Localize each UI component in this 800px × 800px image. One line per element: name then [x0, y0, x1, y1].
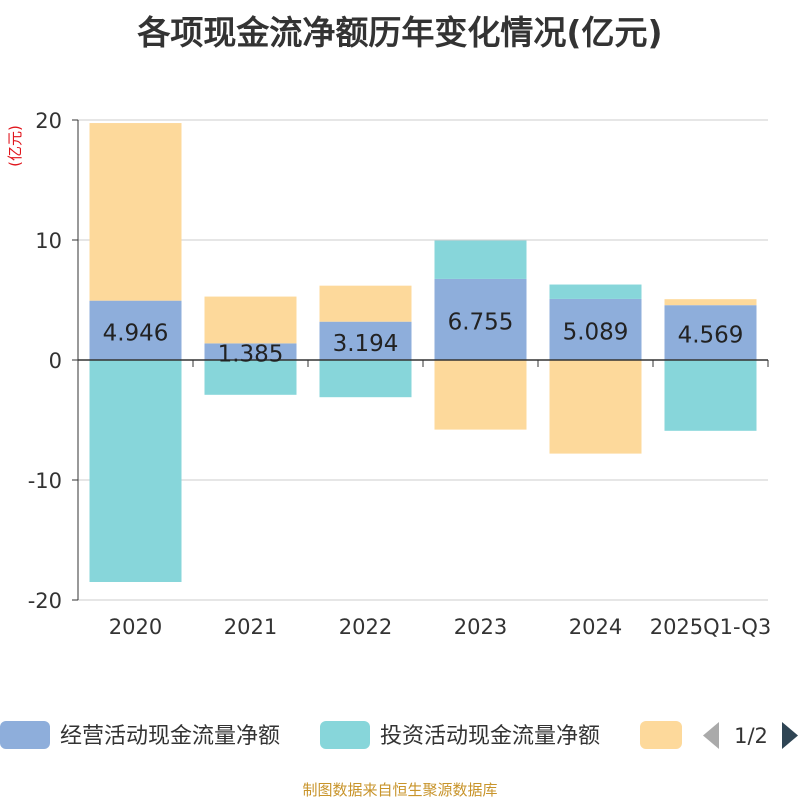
legend: 经营活动现金流量净额 投资活动现金流量净额 1/2: [0, 721, 798, 749]
data-label-operating-2023: 6.755: [448, 309, 514, 335]
legend-item-investing[interactable]: 投资活动现金流量净额: [320, 721, 600, 749]
bar-operating-2021[interactable]: [204, 343, 297, 360]
legend-swatch-investing: [320, 721, 370, 749]
bar-financing-2023[interactable]: [434, 360, 527, 430]
data-source-footer: 制图数据来自恒生聚源数据库: [302, 781, 498, 799]
bar-investing-2025Q1-Q3[interactable]: [664, 360, 757, 431]
bar-financing-2022[interactable]: [319, 285, 412, 322]
bar-financing-2024[interactable]: [549, 360, 642, 454]
y-tick-label: 0: [49, 349, 62, 373]
bar-operating-2025Q1-Q3[interactable]: [664, 305, 757, 360]
y-tick-label: 20: [35, 109, 62, 133]
x-tick-label: 2020: [109, 615, 162, 639]
legend-label-operating: 经营活动现金流量净额: [60, 724, 280, 749]
legend-item-financing[interactable]: [640, 721, 682, 749]
bar-investing-2021[interactable]: [204, 360, 297, 395]
y-tick-label: -20: [28, 589, 62, 613]
y-tick-label: 10: [35, 229, 62, 253]
legend-page-indicator: 1/2: [734, 724, 768, 748]
data-label-operating-2021: 1.385: [218, 342, 284, 368]
y-tick-label: -10: [28, 469, 62, 493]
axes: 20 10 0 -10 -20 2020 2021 2022 2023 2024 2025Q1-Q3: [28, 109, 772, 639]
bar-operating-2022[interactable]: [319, 321, 412, 360]
grid-lines: [78, 119, 768, 601]
bar-operating-2020[interactable]: [89, 300, 182, 360]
bar-financing-2021[interactable]: [204, 296, 297, 344]
bar-financing-2020[interactable]: [89, 123, 182, 301]
x-tick-label: 2024: [569, 615, 622, 639]
data-labels: 4.946 1.385 3.194 6.755 5.089 4.569: [103, 309, 744, 367]
x-tick-label: 2022: [339, 615, 392, 639]
data-label-operating-2020: 4.946: [103, 320, 169, 346]
bar-operating-2023[interactable]: [434, 278, 527, 360]
data-label-operating-2022: 3.194: [333, 331, 399, 357]
chart-title: 各项现金流净额历年变化情况(亿元): [137, 13, 663, 52]
chart-area: (亿元) 20 10 0 -10 -20 2020 2021 2022 2023 2024 2025…: [0, 109, 798, 749]
legend-item-operating[interactable]: 经营活动现金流量净额: [0, 721, 280, 749]
legend-label-investing: 投资活动现金流量净额: [380, 724, 600, 749]
bar-financing-2025Q1-Q3[interactable]: [664, 299, 757, 306]
legend-prev-page-icon[interactable]: [703, 722, 719, 749]
x-tick-label: 2023: [454, 615, 507, 639]
bar-investing-2023[interactable]: [434, 240, 527, 279]
bar-investing-2020[interactable]: [89, 360, 182, 582]
bars: [89, 123, 757, 582]
legend-swatch-operating: [0, 721, 50, 749]
bar-investing-2024[interactable]: [549, 284, 642, 299]
bar-operating-2024[interactable]: [549, 298, 642, 360]
data-label-operating-2025Q1-Q3: 4.569: [678, 323, 744, 349]
x-tick-label: 2025Q1-Q3: [650, 615, 772, 639]
bar-investing-2022[interactable]: [319, 360, 412, 398]
legend-swatch-financing: [640, 721, 682, 749]
legend-next-page-icon[interactable]: [782, 722, 798, 749]
y-axis-unit-label: (亿元): [6, 125, 24, 167]
x-tick-label: 2021: [224, 615, 277, 639]
data-label-operating-2024: 5.089: [563, 319, 629, 345]
